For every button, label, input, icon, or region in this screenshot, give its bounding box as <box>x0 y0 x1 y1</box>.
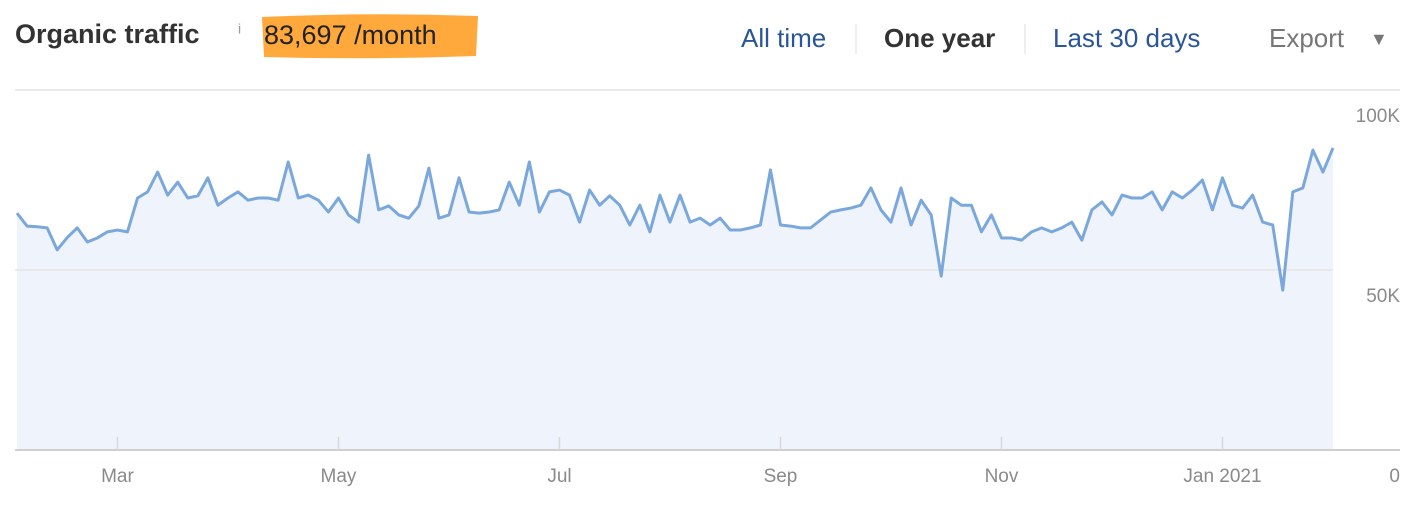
y-tick-label: 50K <box>1366 286 1400 307</box>
traffic-value: 83,697 /month <box>264 20 437 50</box>
info-icon[interactable]: i <box>238 21 241 37</box>
tab[interactable]: One year <box>884 23 995 53</box>
x-tick-label: Sep <box>764 466 798 487</box>
line <box>15 147 1335 292</box>
x-tick-label: May <box>321 466 357 487</box>
area <box>17 147 1333 450</box>
value-highlight <box>262 14 478 59</box>
title: Organic traffic <box>15 19 200 49</box>
export-caret[interactable]: ▼ <box>1370 29 1388 49</box>
x-tick-label: Nov <box>985 466 1019 487</box>
x-tick-label: Mar <box>101 466 134 487</box>
tab[interactable]: All time <box>741 23 826 53</box>
y-tick-label: 0 <box>1389 466 1400 487</box>
x-tick-label: Jul <box>547 466 571 487</box>
export-button[interactable]: Export <box>1269 23 1345 53</box>
y-tick-label: 100K <box>1356 106 1401 127</box>
tab[interactable]: Last 30 days <box>1053 23 1200 53</box>
x-tick-label: Jan 2021 <box>1183 466 1261 487</box>
